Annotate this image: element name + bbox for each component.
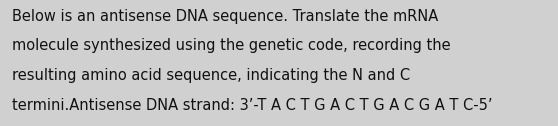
Text: termini.Antisense DNA strand: 3’-T A C T G A C T G A C G A T C-5’: termini.Antisense DNA strand: 3’-T A C T… <box>12 98 493 113</box>
Text: Below is an antisense DNA sequence. Translate the mRNA: Below is an antisense DNA sequence. Tran… <box>12 9 439 24</box>
Text: resulting amino acid sequence, indicating the N and C: resulting amino acid sequence, indicatin… <box>12 68 410 83</box>
Text: molecule synthesized using the genetic code, recording the: molecule synthesized using the genetic c… <box>12 38 451 53</box>
